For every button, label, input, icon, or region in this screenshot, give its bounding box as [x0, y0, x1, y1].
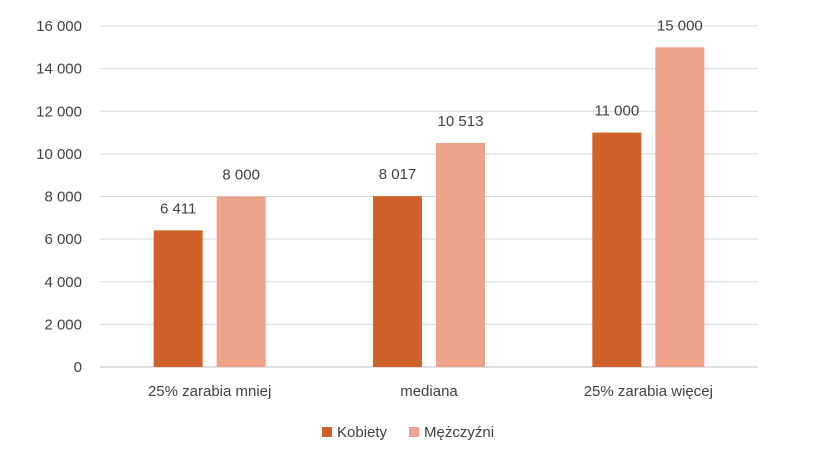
category-label: mediana	[400, 383, 458, 400]
data-label: 8 017	[379, 166, 417, 183]
bars	[153, 47, 705, 367]
y-tick-label: 0	[74, 359, 82, 376]
data-label: 15 000	[657, 17, 703, 34]
category-label: 25% zarabia więcej	[584, 383, 713, 400]
y-tick-label: 10 000	[36, 146, 82, 163]
legend-swatch	[409, 427, 420, 437]
y-tick-label: 4 000	[44, 274, 82, 291]
legend-item-mezczyzni: Mężczyźni	[409, 424, 494, 441]
bar-mezczyzni	[436, 142, 485, 367]
y-tick-label: 2 000	[44, 316, 82, 333]
gridlines	[100, 25, 758, 368]
y-tick-label: 8 000	[44, 189, 82, 206]
y-tick-label: 12 000	[36, 103, 82, 120]
bar-mezczyzni	[216, 196, 266, 367]
legend-label: Mężczyźni	[424, 424, 494, 441]
bar-kobiety	[373, 196, 422, 367]
legend-swatch	[321, 427, 332, 437]
y-tick-label: 16 000	[36, 18, 82, 35]
x-axis-categories: 25% zarabia mniej mediana 25% zarabia więc…	[148, 383, 713, 400]
legend: Kobiety Mężczyźni	[321, 424, 494, 441]
data-labels: 6 411 8 000 8 017 10 513 11 000 15 000	[160, 17, 703, 217]
legend-label: Kobiety	[337, 424, 388, 441]
y-axis-ticks: 0 2 000 4 000 6 000 8 000 10 000 12 000 14 000 1…	[36, 18, 82, 376]
bar-mezczyzni	[655, 47, 705, 367]
data-label: 10 513	[438, 113, 484, 130]
data-label: 11 000	[594, 103, 639, 120]
bar-kobiety	[592, 132, 642, 367]
y-tick-label: 6 000	[44, 231, 82, 248]
y-tick-label: 14 000	[36, 61, 82, 78]
category-label: 25% zarabia mniej	[148, 383, 271, 400]
bar-kobiety	[153, 230, 203, 367]
legend-item-kobiety: Kobiety	[321, 424, 388, 441]
data-label: 8 000	[222, 167, 260, 184]
data-label: 6 411	[160, 200, 196, 217]
